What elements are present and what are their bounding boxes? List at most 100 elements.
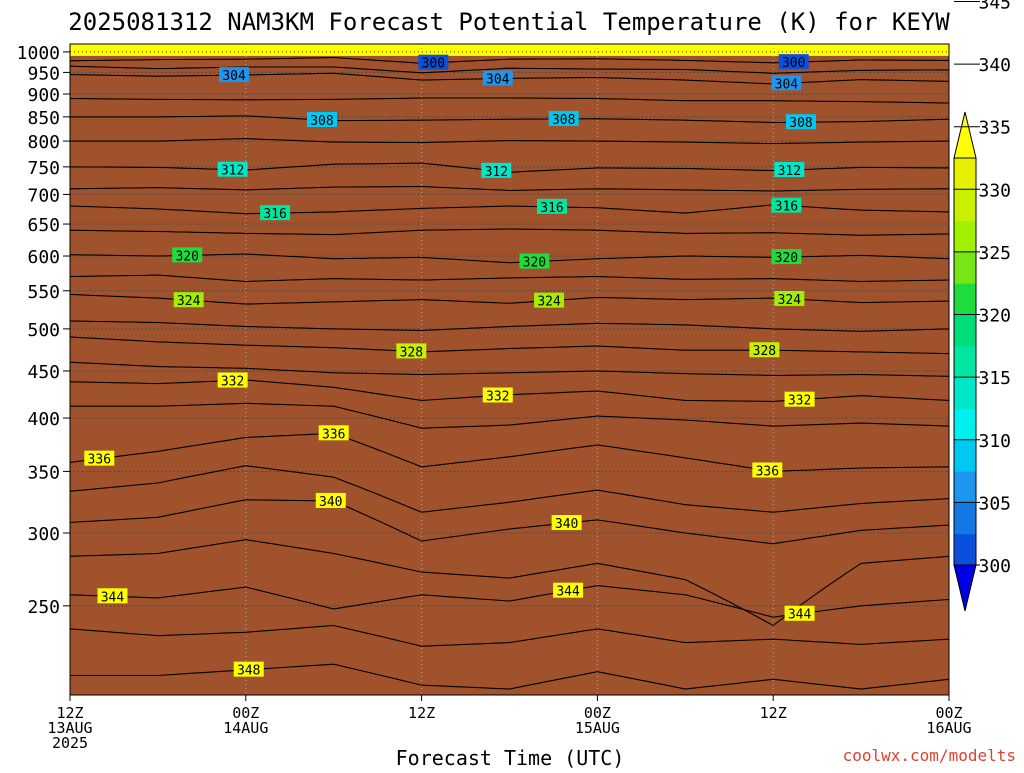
x-tick-label: 12Z [760,704,787,722]
colorbar-segment [954,189,976,222]
contour-label: 348 [237,664,260,679]
contour-label: 332 [221,374,244,389]
isentrope-330 [70,361,949,377]
contour-label-bg [774,162,805,178]
contour-label-bg [771,197,802,213]
contour-label: 336 [88,453,111,468]
colorbar-label: 330 [978,180,1011,201]
contour-label: 344 [101,590,125,605]
contour-label-bg [396,343,427,359]
contour-label-bg [481,162,512,178]
contour-label-bg [553,582,584,598]
contour-label: 344 [788,608,812,623]
isentrope-318 [70,228,949,236]
x-tick-label: 2025 [52,734,88,752]
colorbar-label: 335 [978,118,1011,139]
isentrope-314 [70,185,949,192]
contour-label-bg [84,450,115,466]
contour-label: 324 [778,293,802,308]
x-tick-label: 13AUG [47,719,92,737]
contour-label: 312 [778,164,801,179]
contour-label-bg [315,492,346,508]
contour-label-bg [97,588,128,604]
colorbar-min-arrow [953,564,977,612]
x-tick-label: 12Z [408,704,435,722]
colorbar-max-arrow [953,111,977,159]
colorbar-segment [954,408,976,441]
contour-label: 304 [222,69,246,84]
isentrope-322 [70,274,949,283]
colorbar-segment [954,158,976,190]
contour-label-bg [482,387,513,403]
contour-label: 328 [400,345,423,360]
colorbar-label: 305 [978,493,1011,514]
contour-label: 316 [263,207,286,222]
isentrope-306 [70,97,949,104]
colorbar-segment [954,471,976,503]
contour-label-bg [173,292,204,308]
y-tick-label: 250 [27,597,60,618]
x-axis-label: Forecast Time (UTC) [396,746,625,768]
colorbar-segment [954,283,976,316]
y-tick-label: 650 [27,215,60,236]
contour-label-bg [219,67,250,83]
colorbar-segment [954,314,976,347]
contour-label: 336 [756,464,779,479]
y-tick-label: 1000 [17,43,60,64]
contour-label-bg [752,462,783,478]
isentrope-338 [70,465,949,513]
y-axis-ticks: 2503003504004505005506006507007508008509… [17,43,70,618]
contour-label: 336 [322,427,345,442]
y-tick-label: 450 [27,362,60,383]
contour-label-bg [418,54,449,70]
colorbar-label: 325 [978,243,1011,264]
isentrope-320 [70,253,949,264]
contour-label-bg [771,75,802,91]
contour-label-bg [749,342,780,358]
colorbar-segment [954,439,976,472]
contour-label-bg [784,391,815,407]
contour-label: 308 [310,114,333,129]
y-tick-label: 800 [27,132,60,153]
isentrope-334 [70,402,949,429]
isentrope-316 [70,204,949,215]
contour-label: 324 [177,294,201,309]
y-tick-label: 700 [27,185,60,206]
colorbar-segment [954,251,976,284]
colorbar-segment [954,502,976,535]
x-tick-label: 16AUG [926,719,971,737]
x-tick-label: 00Z [232,704,259,722]
chart-title: 2025081312 NAM3KM Forecast Potential Tem… [68,8,950,36]
colorbar-label: 310 [978,431,1011,452]
y-tick-label: 850 [27,108,60,129]
isentrope-348 [70,663,949,690]
contour-label-bg [260,205,291,221]
y-tick-label: 950 [27,63,60,84]
contour-label: 316 [540,201,563,216]
x-tick-label: 14AUG [223,719,268,737]
colorbar-label: 315 [978,368,1011,389]
colorbar-label: 300 [978,556,1011,577]
isentrope-310 [70,138,949,145]
y-tick-label: 600 [27,247,60,268]
contour-label: 304 [775,77,799,92]
contour-label: 316 [775,200,798,215]
colorbar-label: 345 [978,0,1011,13]
contour-label-bg [784,605,815,621]
contour-label-bg [548,110,579,126]
x-tick-label: 00Z [935,704,962,722]
contour-label: 300 [422,57,445,72]
contour-label-bg [774,290,805,306]
contour-label: 312 [485,165,508,180]
y-tick-label: 750 [27,158,60,179]
y-tick-label: 400 [27,409,60,430]
isentrope-346 [70,624,949,647]
isentrope-336 [70,432,949,472]
contour-label-bg [233,661,264,677]
contour-label: 320 [523,256,546,271]
contour-label: 308 [552,113,575,128]
contour-label-bg [217,372,248,388]
